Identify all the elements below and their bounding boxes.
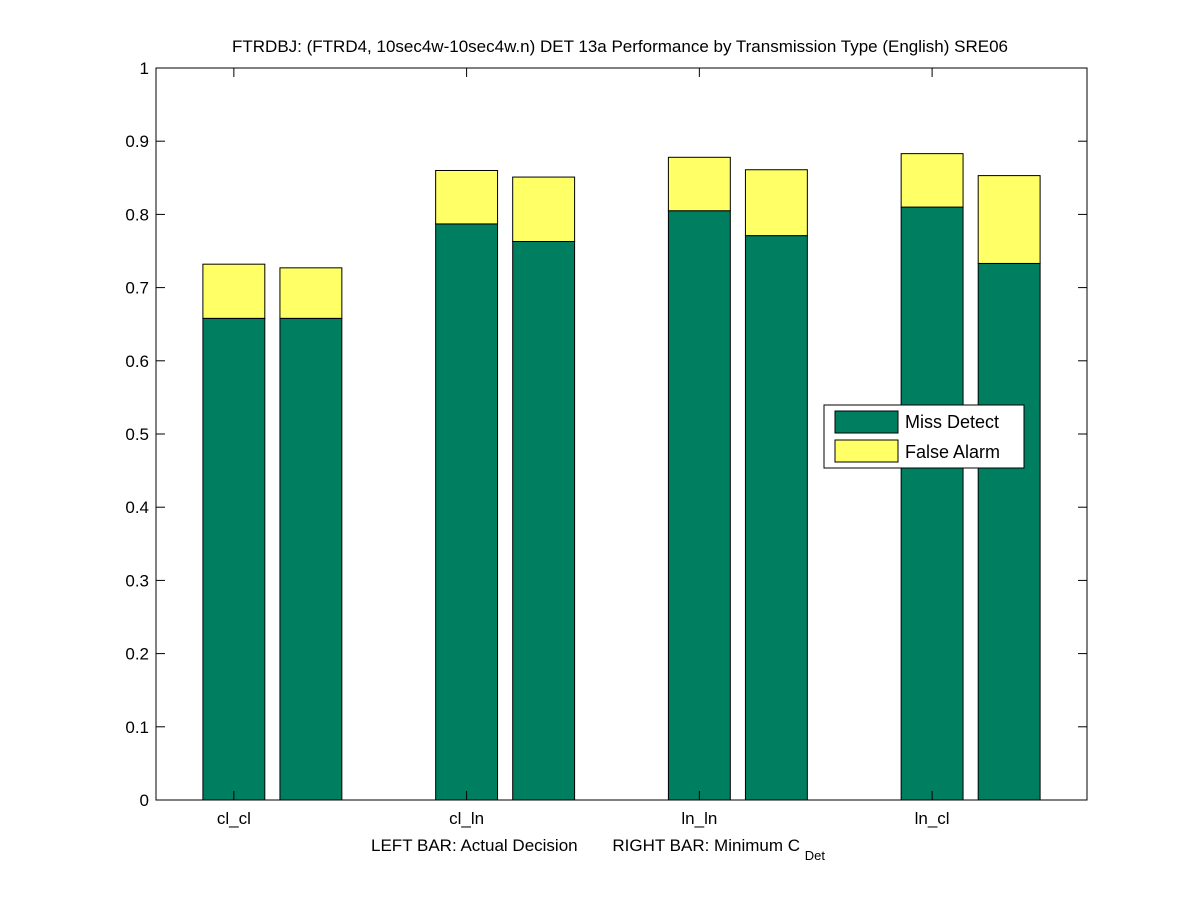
bar-right-false-alarm <box>512 176 576 242</box>
x-tick-label: ln_ln <box>681 809 717 828</box>
y-tick-label: 0.2 <box>125 645 149 664</box>
bar-left-miss-detect <box>900 206 964 801</box>
x-label-left: LEFT BAR: Actual Decision <box>371 836 578 855</box>
bar-left-miss-detect <box>667 210 731 801</box>
y-tick-label: 0.8 <box>125 205 149 224</box>
bar-right-miss-detect <box>279 317 343 801</box>
legend-label-miss-detect: Miss Detect <box>905 412 999 432</box>
bars-group <box>202 153 1041 801</box>
y-tick-label: 0.7 <box>125 279 149 298</box>
bar-left-false-alarm <box>202 263 266 319</box>
legend-label-false-alarm: False Alarm <box>905 442 1000 462</box>
bar-right-miss-detect <box>512 240 576 801</box>
legend-swatch-miss-detect <box>834 410 899 434</box>
plot-frame <box>155 67 1088 801</box>
bar-left-false-alarm <box>667 156 731 212</box>
bar-left-false-alarm <box>900 153 964 208</box>
axis-ticks: 0 0.1 0.2 0.3 0.4 0.5 0.6 0.7 0.8 0.9 1 cl_cl cl_ln l… <box>125 59 1087 828</box>
legend: Miss Detect False Alarm <box>823 404 1025 469</box>
y-tick-label: 0.4 <box>125 498 149 517</box>
bar-left-false-alarm <box>435 169 499 225</box>
x-label-subscript: Det <box>805 848 826 863</box>
bar-right-miss-detect <box>744 235 808 801</box>
y-tick-label: 1 <box>140 59 149 78</box>
bar-left-miss-detect <box>202 317 266 801</box>
x-label-right: RIGHT BAR: Minimum C <box>612 836 800 855</box>
chart-title: FTRDBJ: (FTRD4, 10sec4w-10sec4w.n) DET 1… <box>232 37 1008 56</box>
x-tick-label: cl_cl <box>217 809 251 828</box>
bar-right-false-alarm <box>744 169 808 237</box>
y-tick-label: 0.5 <box>125 425 149 444</box>
bar-left-miss-detect <box>435 223 499 801</box>
y-tick-label: 0 <box>140 791 149 810</box>
x-tick-label: ln_cl <box>915 809 950 828</box>
bar-right-miss-detect <box>977 262 1041 801</box>
y-tick-label: 0.6 <box>125 352 149 371</box>
y-tick-label: 0.9 <box>125 132 149 151</box>
y-tick-label: 0.3 <box>125 571 149 590</box>
legend-swatch-false-alarm <box>834 439 899 463</box>
x-axis-label: LEFT BAR: Actual Decision RIGHT BAR: Min… <box>371 836 825 863</box>
y-tick-label: 0.1 <box>125 718 149 737</box>
bar-right-false-alarm <box>977 175 1041 264</box>
bar-right-false-alarm <box>279 267 343 319</box>
x-tick-label: cl_ln <box>449 809 484 828</box>
